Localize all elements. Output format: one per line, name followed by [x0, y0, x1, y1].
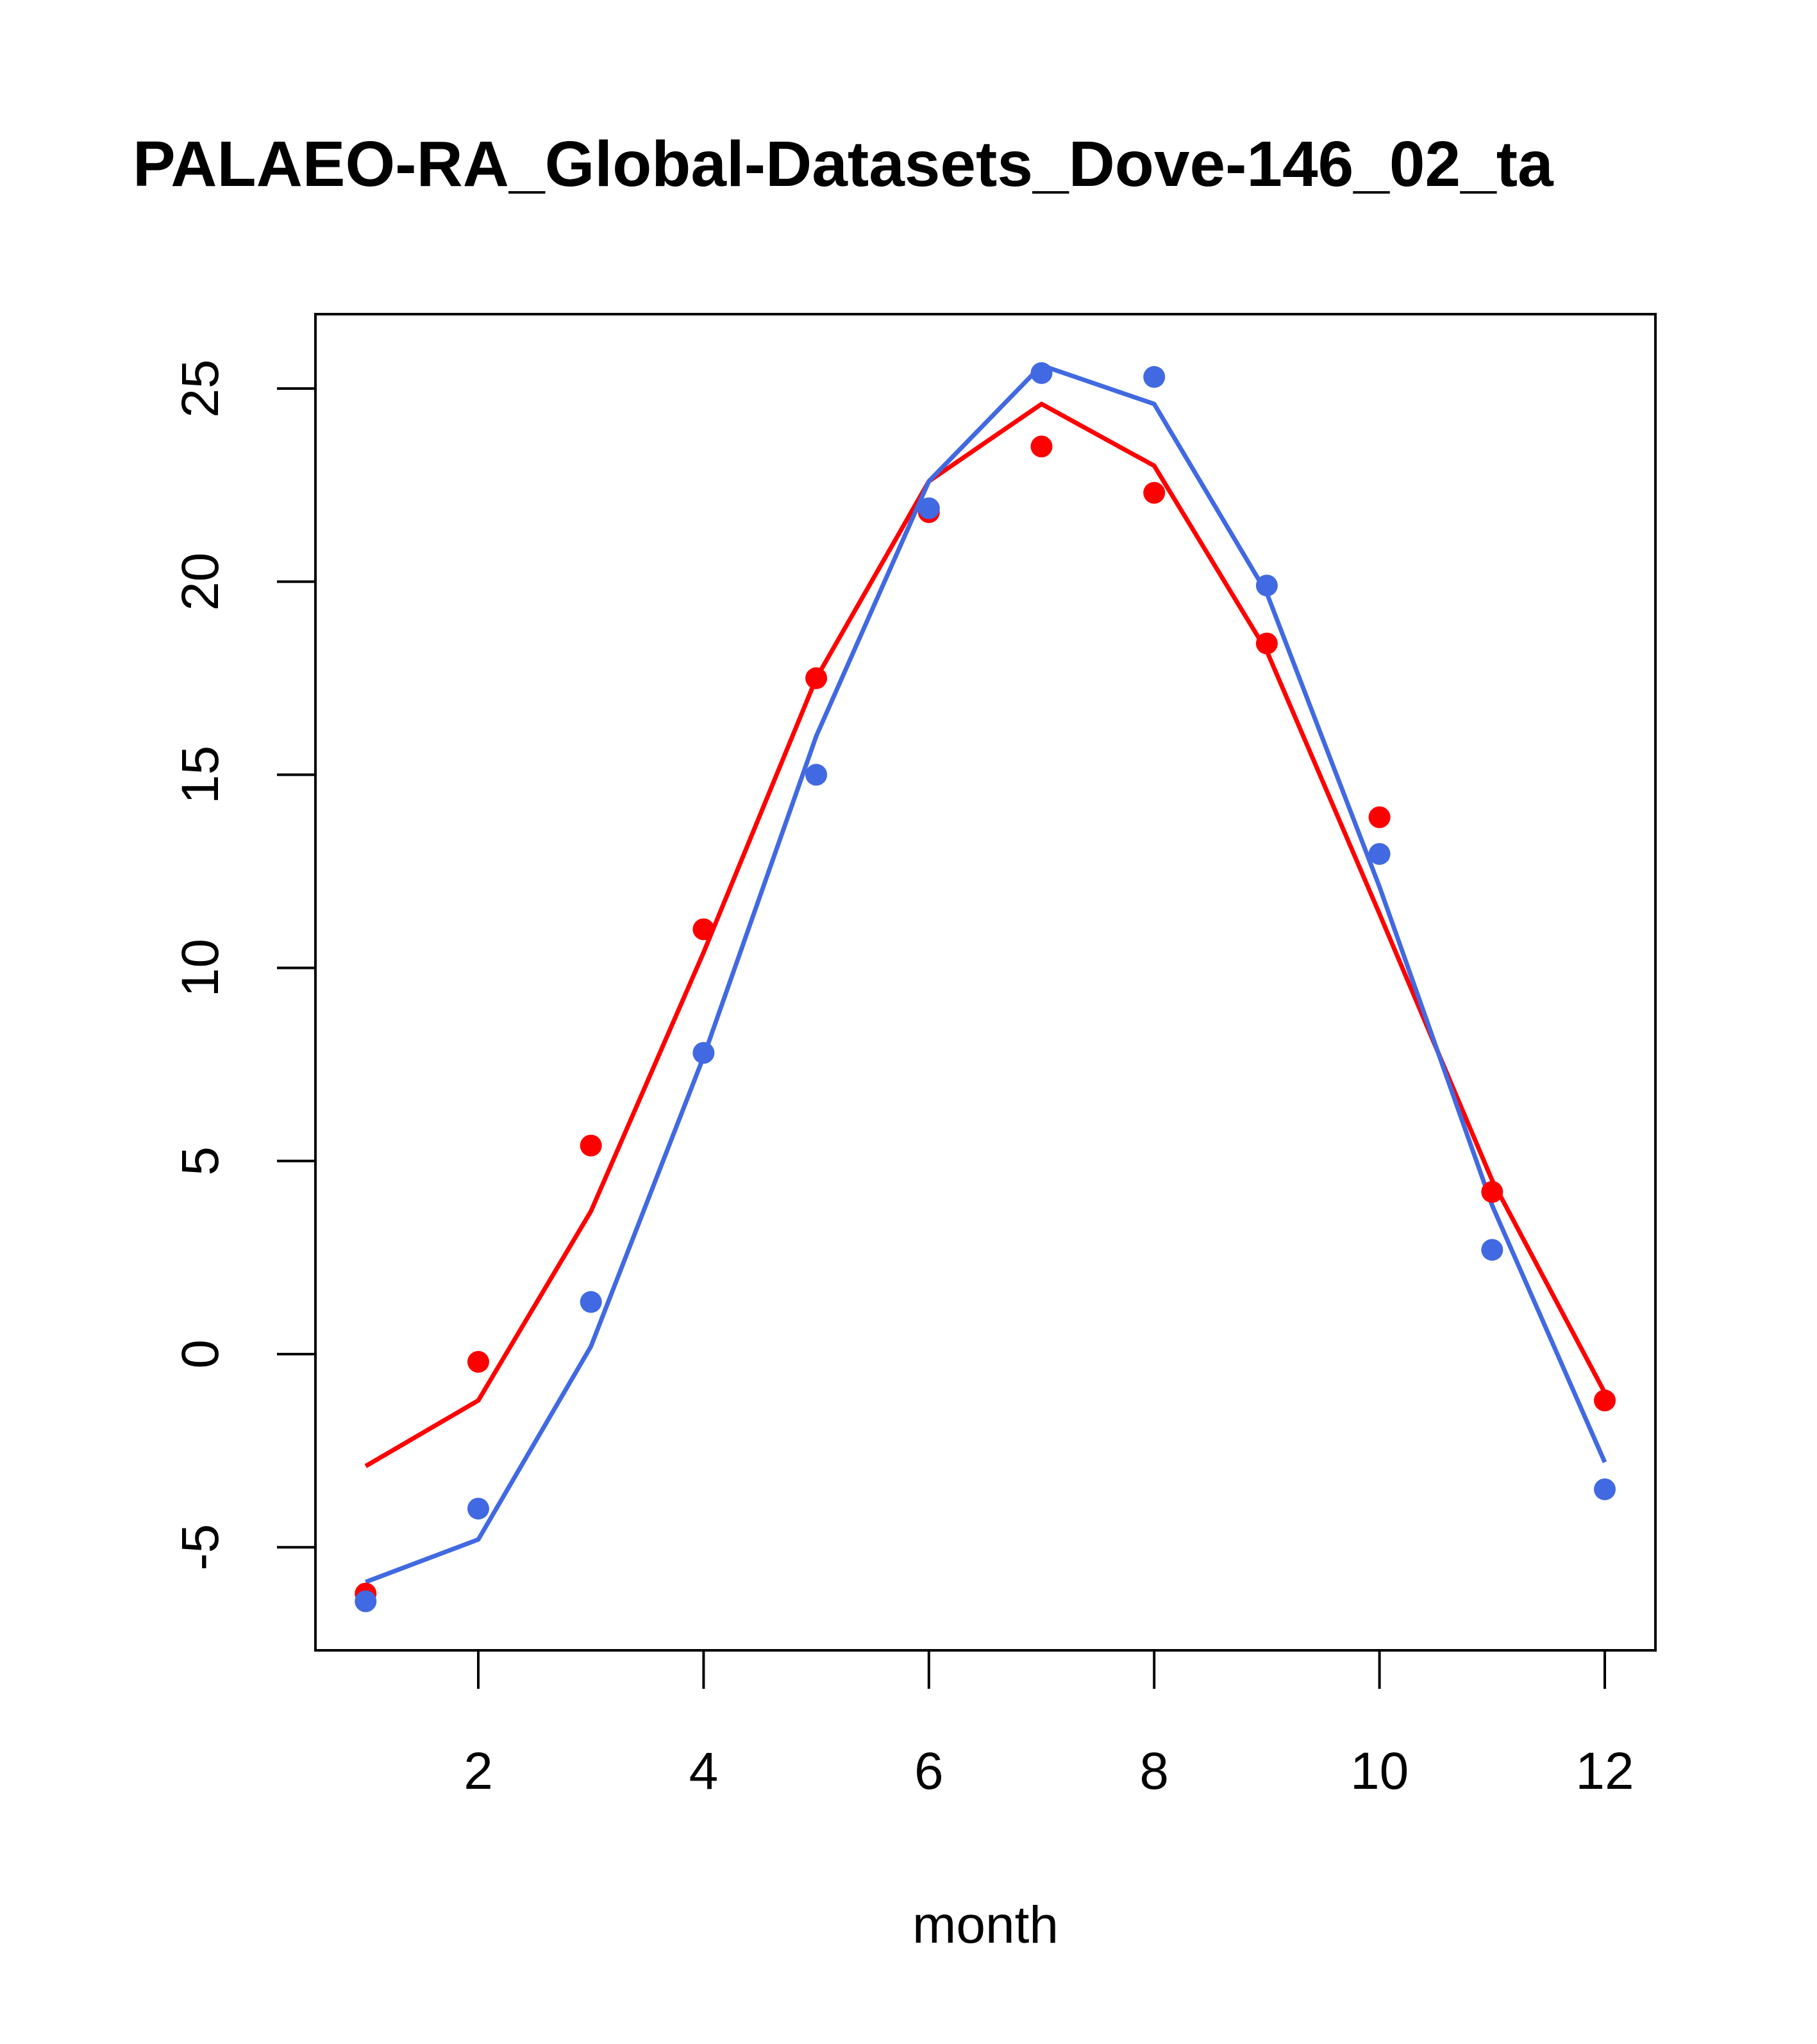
y-tick-label: 10 [171, 939, 230, 997]
chart-title: PALAEO-RA_Global-Datasets_Dove-146_02_ta [133, 128, 1554, 200]
red-points-point [1143, 482, 1166, 504]
x-tick-label: 8 [1139, 1742, 1169, 1800]
red-points-point [1030, 435, 1053, 458]
blue-points-point [1143, 365, 1166, 388]
x-tick-label: 12 [1575, 1742, 1634, 1800]
y-tick-label: 0 [171, 1339, 230, 1369]
y-tick-label: 5 [171, 1146, 230, 1176]
blue-points-point [1481, 1239, 1503, 1261]
y-tick-label: 15 [171, 746, 230, 804]
y-tick-label: 20 [171, 553, 230, 611]
red-points-point [1594, 1389, 1616, 1412]
red-points-point [1481, 1180, 1503, 1203]
red-points-point [692, 918, 715, 941]
blue-points-point [580, 1291, 602, 1313]
blue-points-point [805, 764, 828, 786]
red-line [364, 401, 1607, 1468]
series-layer [355, 362, 1616, 1613]
y-axis: -5 0 5 10 15 20 25 [171, 359, 317, 1571]
blue-points-point [1255, 574, 1278, 597]
red-points-point [467, 1351, 489, 1373]
x-tick-label: 10 [1350, 1742, 1409, 1800]
x-tick-label: 6 [914, 1742, 944, 1800]
x-axis: 2 4 6 8 10 12 [464, 1649, 1634, 1800]
blue-points-point [917, 497, 940, 519]
x-axis-label: month [912, 1896, 1059, 1954]
red-points-point [1255, 632, 1278, 655]
x-tick-label: 4 [689, 1742, 719, 1800]
blue-points-point [1030, 362, 1053, 384]
x-tick-label: 2 [464, 1742, 493, 1800]
y-tick-label: 25 [171, 359, 230, 417]
plot-frame [314, 313, 1657, 1652]
red-points-point [805, 667, 828, 689]
y-tick-label: -5 [171, 1524, 230, 1571]
blue-points-point [355, 1590, 377, 1613]
blue-points-point [1368, 842, 1391, 865]
red-points-point [1368, 806, 1391, 828]
blue-line [365, 363, 1607, 1584]
blue-points-point [1594, 1478, 1616, 1500]
blue-points-point [467, 1497, 489, 1520]
red-points-point [580, 1134, 602, 1157]
blue-points-point [692, 1042, 715, 1064]
